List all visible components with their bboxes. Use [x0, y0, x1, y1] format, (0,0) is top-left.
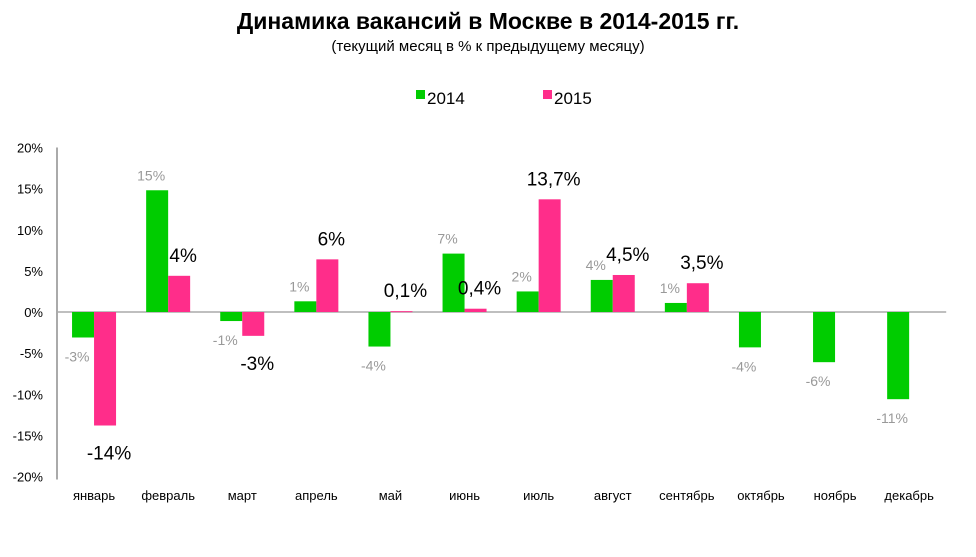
data-label-2015: 0,1%	[384, 281, 427, 302]
data-label-2014: 15%	[137, 167, 165, 183]
x-tick-label: апрель	[295, 488, 338, 503]
y-tick-label: 10%	[17, 223, 43, 238]
bar-2015	[316, 259, 339, 312]
bar-2015	[464, 308, 487, 312]
data-label-2014: -1%	[213, 332, 238, 348]
bar-2015	[94, 312, 117, 426]
data-label-2015: 4%	[169, 246, 197, 267]
legend-swatch-2014	[416, 90, 425, 99]
data-label-2014: 4%	[586, 257, 606, 273]
bar-2015	[168, 275, 191, 312]
bar-2014	[738, 312, 761, 348]
bar-2015	[242, 312, 265, 336]
bar-2014	[220, 312, 243, 322]
bar-2014	[368, 312, 391, 347]
bar-2015	[686, 283, 709, 312]
x-tick-label: ноябрь	[814, 488, 857, 503]
data-label-2015: 0,4%	[458, 279, 501, 300]
data-label-2014: 1%	[660, 280, 680, 296]
y-tick-label: 15%	[17, 182, 43, 197]
x-tick-label: сентябрь	[659, 488, 715, 503]
legend-label-2015: 2015	[554, 89, 592, 108]
x-tick-label: октябрь	[737, 488, 785, 503]
bar-2014	[146, 190, 169, 312]
y-tick-label: -20%	[13, 470, 44, 485]
bar-2014	[813, 312, 836, 363]
chart-title: Динамика вакансий в Москве в 2014-2015 г…	[236, 8, 740, 34]
data-label-2014: -11%	[876, 410, 908, 426]
y-tick-label: 0%	[24, 305, 43, 320]
bar-2014	[887, 312, 910, 400]
bar-2015	[390, 311, 413, 313]
data-label-2014: 1%	[289, 278, 309, 294]
y-tick-label: -10%	[13, 387, 44, 402]
legend-label-2014: 2014	[427, 89, 465, 108]
data-label-2015: -3%	[240, 354, 274, 375]
x-tick-label: январь	[73, 488, 115, 503]
x-tick-label: август	[594, 488, 632, 503]
x-tick-label: май	[379, 488, 402, 503]
chart-subtitle: (текущий месяц в % к предыдущему месяцу)	[331, 38, 645, 55]
bar-2014	[664, 302, 687, 312]
y-tick-label: 20%	[17, 141, 43, 156]
bar-2014	[72, 312, 95, 338]
data-label-2014: -6%	[806, 373, 831, 389]
x-tick-label: март	[228, 488, 257, 503]
data-label-2015: 4,5%	[606, 245, 649, 266]
data-label-2014: 7%	[437, 231, 457, 247]
data-label-2015: 6%	[318, 229, 346, 250]
bar-2014	[516, 291, 539, 312]
x-tick-label: июнь	[449, 488, 480, 503]
bar-2014	[442, 253, 465, 312]
x-tick-label: июль	[523, 488, 554, 503]
data-label-2014: 2%	[512, 268, 532, 284]
data-label-2014: -4%	[361, 358, 386, 374]
data-label-2015: 3,5%	[680, 253, 723, 274]
bar-2014	[590, 279, 613, 312]
data-label-2015: 13,7%	[527, 169, 581, 190]
data-label-2014: -4%	[731, 358, 756, 374]
y-tick-label: -5%	[20, 346, 44, 361]
bar-2015	[538, 199, 561, 312]
y-tick-label: -15%	[13, 428, 44, 443]
bar-2015	[612, 274, 635, 312]
bar-2014	[294, 301, 317, 312]
y-tick-label: 5%	[24, 264, 43, 279]
x-tick-label: декабрь	[884, 488, 934, 503]
x-tick-label: февраль	[141, 488, 195, 503]
data-label-2014: -3%	[65, 348, 90, 364]
data-label-2015: -14%	[87, 444, 131, 465]
legend-swatch-2015	[543, 90, 552, 99]
